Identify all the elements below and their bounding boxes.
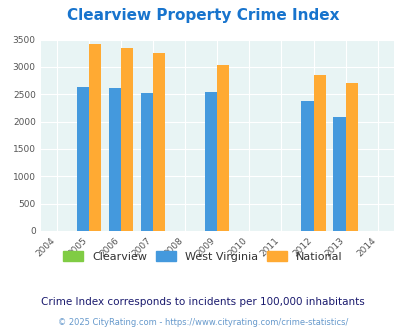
Bar xyxy=(333,117,345,231)
Bar xyxy=(153,53,165,231)
Bar xyxy=(345,83,357,231)
Text: © 2025 CityRating.com - https://www.cityrating.com/crime-statistics/: © 2025 CityRating.com - https://www.city… xyxy=(58,318,347,327)
Bar xyxy=(141,93,153,231)
Text: Clearview Property Crime Index: Clearview Property Crime Index xyxy=(66,8,339,23)
Bar xyxy=(217,65,229,231)
Bar xyxy=(121,49,133,231)
Bar xyxy=(313,75,325,231)
Bar xyxy=(109,88,121,231)
Bar xyxy=(89,44,101,231)
Bar xyxy=(301,101,313,231)
Bar xyxy=(205,92,217,231)
Text: Crime Index corresponds to incidents per 100,000 inhabitants: Crime Index corresponds to incidents per… xyxy=(41,297,364,307)
Legend: Clearview, West Virginia, National: Clearview, West Virginia, National xyxy=(59,247,346,267)
Bar xyxy=(77,87,89,231)
